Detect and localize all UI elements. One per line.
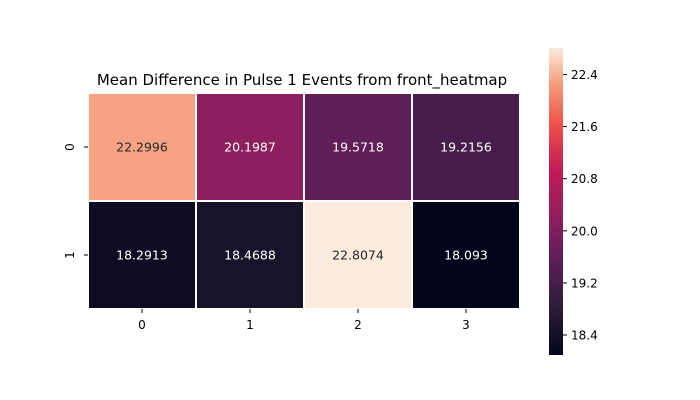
- colorbar-tick-label: 19.2: [571, 276, 598, 290]
- colorbar-tick-label: 20.8: [571, 172, 598, 186]
- colorbar-tick-label: 18.4: [571, 329, 598, 343]
- chart-title: Mean Difference in Pulse 1 Events from f…: [97, 71, 507, 90]
- heatmap-cell: [411, 92, 521, 202]
- colorbar-tick-label: 22.4: [571, 68, 598, 82]
- heatmap-cell: [87, 92, 197, 202]
- colorbar-tick-label: 20.0: [571, 224, 598, 238]
- heatmap-cell: [303, 92, 413, 202]
- y-tick-label: 1: [63, 251, 77, 259]
- heatmap-cell: [411, 200, 521, 310]
- heatmap-cells: 22.2996 20.1987 19.5718 19.2156 18.2913 18.46…: [87, 92, 521, 310]
- y-axis: 01: [63, 143, 88, 259]
- heatmap-cell: [195, 92, 305, 202]
- x-tick-label: 3: [462, 318, 470, 332]
- cell-value-label: 20.1987: [224, 140, 276, 155]
- cell-value-label: 19.2156: [440, 140, 492, 155]
- cell-value-label: 19.5718: [332, 140, 384, 155]
- colorbar-tick-label: 21.6: [571, 120, 598, 134]
- cell-value-label: 18.4688: [224, 248, 276, 263]
- colorbar-gradient: [549, 48, 563, 355]
- y-tick-label: 0: [63, 143, 77, 151]
- cell-value-label: 22.8074: [332, 248, 384, 263]
- cell-value-label: 22.2996: [116, 140, 168, 155]
- cell-value-label: 18.2913: [116, 248, 168, 263]
- x-tick-label: 0: [138, 318, 146, 332]
- x-tick-label: 2: [354, 318, 362, 332]
- cell-value-label: 18.093: [444, 248, 488, 263]
- x-axis: 0 1 2 3: [138, 309, 470, 332]
- colorbar: 18.4 19.2 20.0 20.8 21.6 22.4: [549, 48, 598, 355]
- x-tick-label: 1: [246, 318, 254, 332]
- heatmap-cell: [195, 200, 305, 310]
